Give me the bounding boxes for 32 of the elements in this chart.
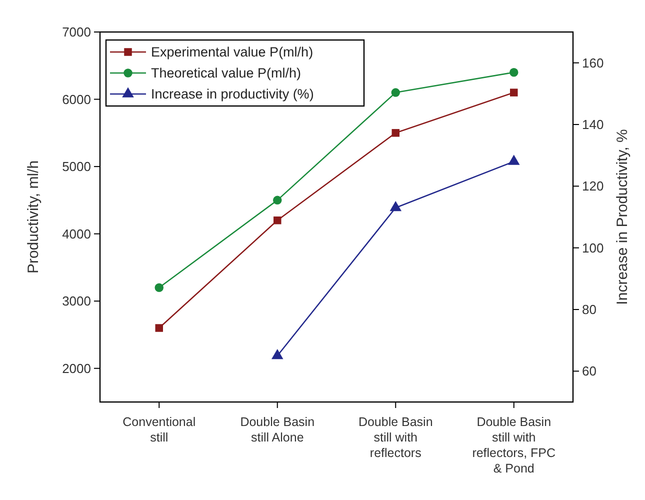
y-tick-label: 7000 — [62, 24, 91, 40]
legend-label: Increase in productivity (%) — [151, 86, 314, 102]
y2-axis-title: Increase in Productivity, % — [614, 129, 631, 305]
y-tick-label: 4000 — [62, 226, 91, 242]
point — [510, 68, 518, 77]
x-tick-label: Double Basin still Alone — [240, 415, 315, 444]
point — [508, 154, 520, 165]
y2-tick-label: 120 — [582, 178, 604, 194]
point — [271, 348, 284, 360]
x-tick-label: Double Basin still with reflectors — [358, 415, 433, 460]
point — [155, 324, 163, 332]
y-tick-label: 2000 — [62, 360, 91, 376]
y-axis-title: Productivity, ml/h — [25, 160, 42, 274]
legend-label: Experimental value P(ml/h) — [151, 44, 314, 60]
point — [154, 283, 164, 292]
x-tick-label: Double Basin still with reflectors, FPC & Pond — [472, 415, 556, 476]
point — [510, 88, 518, 96]
y2-tick-label: 160 — [582, 55, 604, 70]
legend-label: Theoretical value P(ml/h) — [151, 66, 302, 81]
point — [273, 196, 282, 205]
point — [391, 88, 400, 97]
y2-tick-label: 100 — [582, 240, 604, 256]
y2-tick-label: 80 — [582, 302, 596, 318]
y-tick-label: 6000 — [62, 92, 91, 107]
y-tick-label: 5000 — [62, 159, 91, 174]
y2-tick-label: 140 — [582, 117, 604, 132]
y-tick-label: 3000 — [62, 294, 91, 309]
point — [274, 216, 282, 224]
x-tick-label: Conventional still — [122, 415, 196, 444]
y2-tick-label: 60 — [582, 364, 596, 379]
point — [390, 200, 402, 212]
point — [392, 129, 400, 137]
